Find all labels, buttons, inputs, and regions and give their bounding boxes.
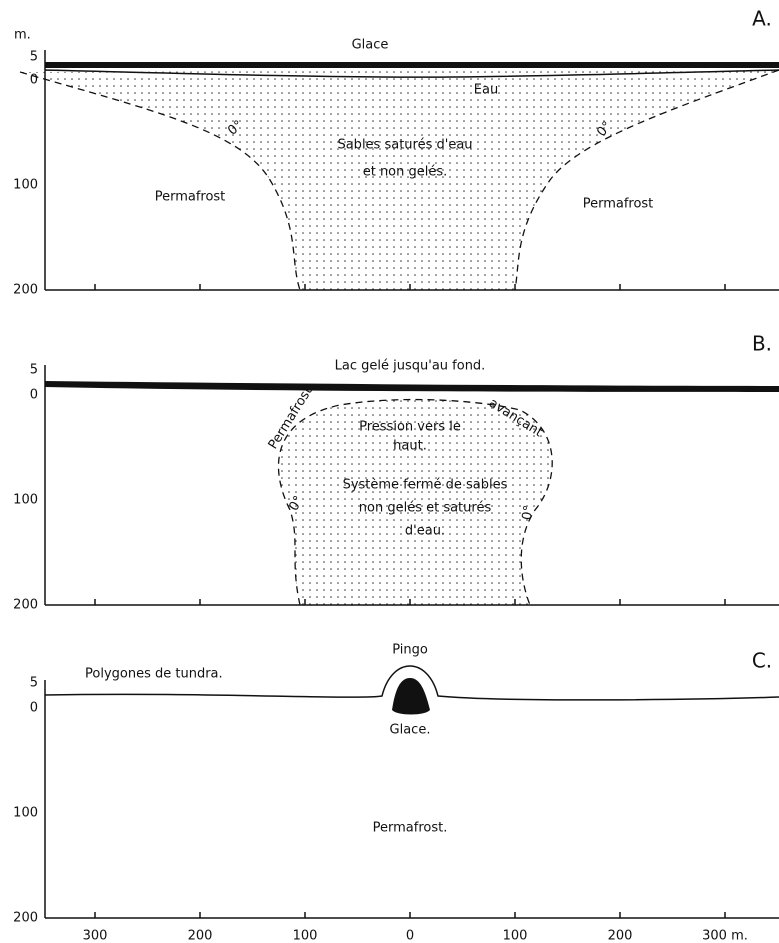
panel-b: 5 0 100 200 B. Lac gelé jusqu'au fond. P… [13, 332, 779, 613]
x-tick-label: 300 m. [702, 929, 748, 943]
water-line [44, 69, 779, 78]
label: Glace [352, 38, 389, 53]
ice-core [392, 678, 430, 715]
panel-label: C. [752, 649, 772, 673]
y-tick-label: 200 [13, 911, 38, 926]
panel-label: B. [752, 332, 772, 356]
label: Sables saturés d'eau [337, 138, 472, 153]
x-tick-label: 200 [608, 929, 633, 943]
label: haut. [393, 439, 427, 454]
ground [44, 665, 779, 701]
y-tick-label: 0 [30, 388, 38, 403]
label: et non gelés. [363, 165, 448, 180]
label: Pingo [392, 643, 428, 658]
label: Pression vers le [359, 420, 461, 435]
closed-system [277, 398, 553, 606]
y-tick-label: 100 [13, 806, 38, 821]
panel-label: A. [752, 7, 772, 31]
label: 0° [594, 119, 615, 140]
y-tick-label: 5 [30, 676, 38, 691]
unit: m. [14, 28, 31, 43]
label: Polygones de tundra. [85, 667, 223, 682]
label: 0° [287, 493, 307, 513]
ice [45, 381, 779, 392]
x-tick-label: 0 [406, 929, 414, 943]
y-tick-label: 200 [13, 283, 38, 298]
isotherm [514, 69, 779, 291]
label: Permafrost. [373, 821, 448, 836]
label: 0° [520, 504, 537, 521]
label: Glace. [390, 723, 431, 738]
label: 0° [225, 118, 246, 139]
sands [20, 70, 779, 290]
y-tick-label: 0 [30, 701, 38, 716]
label: Permafrost [583, 197, 654, 212]
x-tick-label: 200 [188, 929, 213, 943]
x-tick-label: 100 [503, 929, 528, 943]
label: non gelés et saturés [359, 501, 492, 516]
label: Eau [474, 83, 498, 98]
y-tick-label: 100 [13, 493, 38, 508]
x-axis: 300 200 100 0 100 200 300 m. [83, 284, 748, 943]
label: Lac gelé jusqu'au fond. [335, 359, 486, 374]
y-tick-label: 5 [30, 363, 38, 378]
panel-a: m. 5 0 100 200 A. Glace Eau Sables satur… [13, 7, 779, 298]
y-tick-label: 5 [30, 50, 38, 65]
panel-c: 5 0 100 200 C. Pingo Polygones de tundra… [13, 643, 779, 926]
label: Système fermé de sables [343, 478, 508, 493]
ice [45, 62, 779, 68]
y-tick-label: 100 [13, 178, 38, 193]
y-tick-label: 0 [30, 73, 38, 88]
y-tick-label: 200 [13, 598, 38, 613]
x-tick-label: 100 [293, 929, 318, 943]
label: d'eau. [405, 524, 445, 539]
x-tick-label: 300 [83, 929, 108, 943]
isotherm [19, 71, 301, 291]
label: Permafrost [155, 190, 226, 205]
